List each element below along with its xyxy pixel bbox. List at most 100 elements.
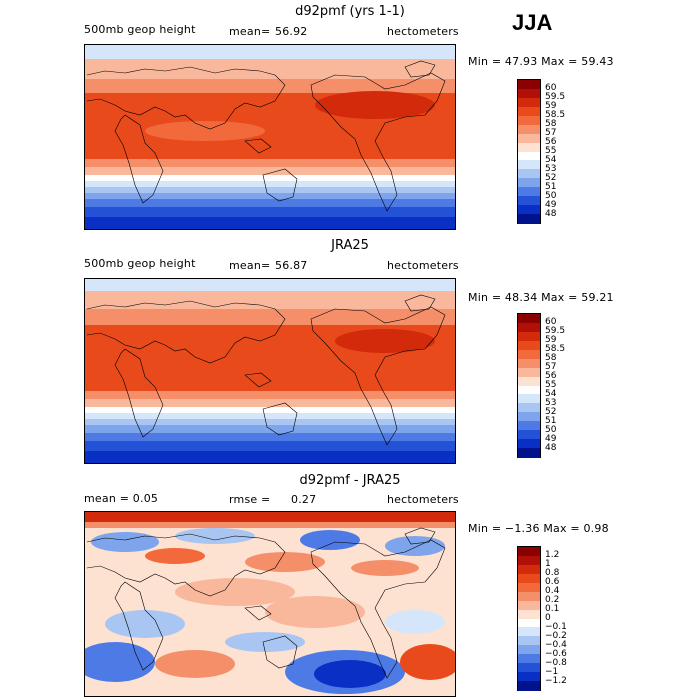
colorbar-swatch [518, 582, 540, 593]
colorbar-tick-label: −0.2 [545, 630, 567, 641]
panel2-map [84, 278, 456, 464]
colorbar-swatch [518, 394, 540, 404]
panel3-colorbar [517, 546, 541, 691]
colorbar-tick-label: 1.2 [545, 550, 560, 561]
colorbar-swatch [518, 385, 540, 395]
panel2-map-svg [85, 279, 455, 463]
colorbar-swatch [518, 133, 540, 144]
colorbar-swatch [518, 205, 540, 215]
colorbar-tick-label: 48 [545, 208, 557, 219]
panel3-minmax: Min = −1.36 Max = 0.98 [468, 522, 609, 535]
colorbar-tick-label: 49 [545, 433, 557, 444]
panel2-title: JRA25 [331, 238, 369, 253]
colorbar-swatch [518, 600, 540, 611]
colorbar-swatch [518, 376, 540, 386]
colorbar-swatch [518, 80, 540, 90]
colorbar-tick-label: 58.5 [545, 110, 566, 121]
panel3-map-svg [85, 512, 455, 696]
colorbar-swatch [518, 314, 540, 324]
panel3-units: hectometers [387, 493, 459, 506]
colorbar-swatch [518, 573, 540, 584]
colorbar-swatch [518, 555, 540, 566]
colorbar-tick-label: 59 [545, 335, 557, 346]
panel2-mean-label: mean= [229, 259, 271, 272]
colorbar-swatch [518, 627, 540, 637]
colorbar-tick-label: 51 [545, 415, 557, 426]
colorbar-swatch [518, 430, 540, 440]
colorbar-swatch [518, 439, 540, 449]
colorbar-swatch [518, 367, 540, 378]
colorbar-tick-label: 58 [545, 119, 557, 130]
colorbar-tick-label: −1 [545, 666, 559, 677]
colorbar-swatch [518, 142, 540, 152]
panel3-mean-text: mean = 0.05 [84, 492, 159, 505]
colorbar-swatch [518, 160, 540, 170]
colorbar-tick-label: 54 [545, 154, 557, 165]
panel1-map-svg [85, 45, 455, 229]
panel3-map [84, 511, 456, 697]
colorbar-swatch [518, 547, 540, 557]
panel2-colorbar [517, 313, 541, 458]
colorbar-tick-label: 60 [545, 317, 557, 328]
panel3-rmse-label: rmse = [229, 493, 271, 506]
colorbar-tick-label: 0.4 [545, 586, 560, 597]
colorbar-tick-label: 58.5 [545, 344, 566, 355]
colorbar-tick-label: −0.4 [545, 639, 567, 650]
colorbar-swatch [518, 106, 540, 117]
colorbar-swatch [518, 672, 540, 682]
colorbar-swatch [518, 591, 540, 602]
colorbar-swatch [518, 349, 540, 360]
colorbar-tick-label: 55 [545, 146, 557, 156]
colorbar-swatch [518, 564, 540, 575]
colorbar-swatch [518, 448, 540, 458]
panel1-units: hectometers [387, 25, 459, 38]
colorbar-tick-label: 57 [545, 362, 557, 373]
colorbar-swatch [518, 97, 540, 108]
colorbar-tick-label: −1.2 [545, 675, 567, 686]
colorbar-swatch [518, 115, 540, 126]
colorbar-tick-label: 48 [545, 442, 557, 453]
colorbar-tick-label: 59.5 [545, 326, 566, 337]
colorbar-swatch [518, 663, 540, 673]
panel1-title: d92pmf (yrs 1-1) [295, 4, 405, 19]
colorbar-tick-label: 58 [545, 353, 557, 364]
colorbar-tick-label: 59.5 [545, 92, 566, 103]
colorbar-tick-label: 0.6 [545, 577, 560, 588]
colorbar-swatch [518, 322, 540, 333]
colorbar-tick-label: 59 [545, 101, 557, 112]
colorbar-swatch [518, 618, 540, 628]
colorbar-tick-label: 52 [545, 406, 557, 417]
colorbar-swatch [518, 636, 540, 646]
colorbar-tick-label: 55 [545, 380, 557, 390]
colorbar-tick-label: 53 [545, 163, 557, 174]
colorbar-tick-label: 0.8 [545, 568, 560, 579]
colorbar-swatch [518, 331, 540, 342]
colorbar-tick-label: 57 [545, 128, 557, 139]
panel1-map [84, 44, 456, 230]
colorbar-swatch [518, 403, 540, 413]
colorbar-swatch [518, 421, 540, 431]
panel1-mean-value: 56.92 [275, 25, 308, 38]
colorbar-tick-label: 1 [545, 559, 551, 570]
colorbar-tick-label: −0.8 [545, 657, 567, 668]
panel2-variable-label: 500mb geop height [84, 257, 196, 270]
colorbar-tick-label: −0.6 [545, 648, 567, 659]
colorbar-tick-label: 51 [545, 181, 557, 192]
colorbar-tick-label: 54 [545, 388, 557, 399]
colorbar-tick-label: −0.1 [545, 621, 567, 632]
colorbar-tick-label: 0.1 [545, 604, 560, 615]
colorbar-swatch [518, 187, 540, 197]
colorbar-swatch [518, 609, 540, 619]
colorbar-tick-label: 52 [545, 172, 557, 183]
colorbar-tick-label: 56 [545, 137, 557, 148]
colorbar-swatch [518, 654, 540, 664]
colorbar-tick-label: 0 [545, 613, 551, 623]
colorbar-swatch [518, 88, 540, 99]
colorbar-swatch [518, 358, 540, 369]
colorbar-swatch [518, 196, 540, 206]
season-label: JJA [512, 10, 553, 35]
colorbar-tick-label: 49 [545, 199, 557, 210]
colorbar-swatch [518, 169, 540, 179]
panel3-rmse-value: 0.27 [291, 493, 317, 506]
colorbar-tick-label: 50 [545, 190, 557, 201]
